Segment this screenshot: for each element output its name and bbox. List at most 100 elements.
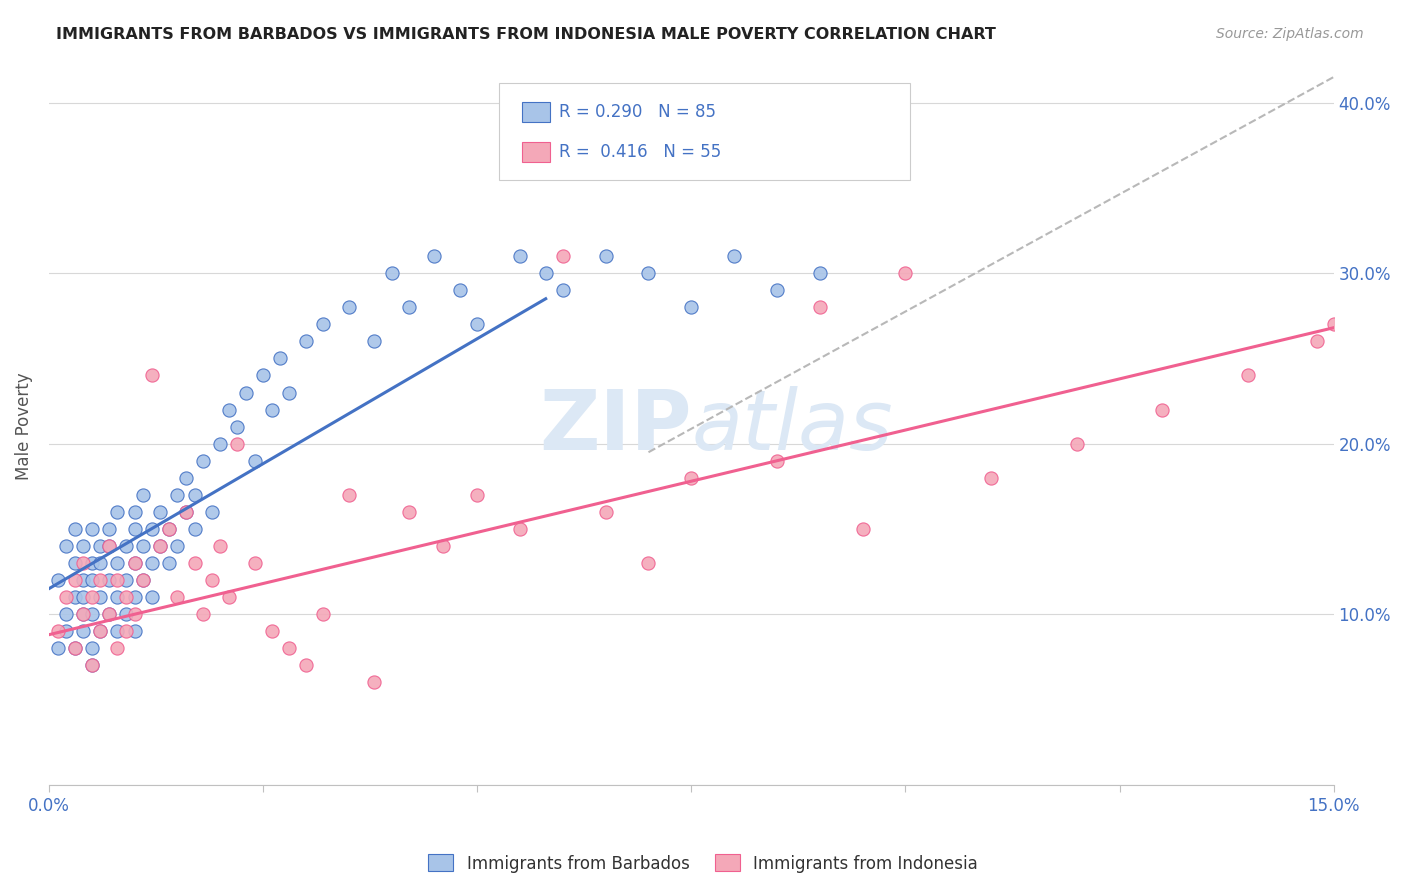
- Point: [132, 488, 155, 502]
- Point: [149, 505, 172, 519]
- Point: [852, 522, 875, 536]
- Point: [124, 522, 146, 536]
- Point: [97, 607, 120, 622]
- Point: [269, 351, 291, 366]
- Point: [681, 471, 703, 485]
- Point: [124, 624, 146, 639]
- Point: [55, 539, 77, 553]
- Point: [132, 539, 155, 553]
- Point: [595, 249, 617, 263]
- Point: [157, 556, 180, 570]
- Point: [980, 471, 1002, 485]
- Point: [183, 488, 205, 502]
- Point: [141, 590, 163, 604]
- Point: [183, 522, 205, 536]
- Point: [509, 522, 531, 536]
- Point: [201, 573, 224, 587]
- Point: [149, 539, 172, 553]
- Point: [80, 522, 103, 536]
- Point: [183, 556, 205, 570]
- Point: [97, 539, 120, 553]
- Point: [260, 624, 283, 639]
- FancyBboxPatch shape: [499, 83, 910, 179]
- Point: [363, 675, 385, 690]
- Point: [107, 556, 129, 570]
- Point: [89, 539, 111, 553]
- Point: [72, 556, 94, 570]
- Point: [166, 539, 188, 553]
- Point: [363, 334, 385, 349]
- Point: [72, 573, 94, 587]
- Point: [1066, 436, 1088, 450]
- Point: [72, 624, 94, 639]
- Point: [398, 300, 420, 314]
- Point: [89, 556, 111, 570]
- Point: [1323, 318, 1346, 332]
- Point: [55, 607, 77, 622]
- Point: [141, 522, 163, 536]
- Point: [551, 283, 574, 297]
- Point: [115, 539, 138, 553]
- Point: [72, 539, 94, 553]
- Point: [509, 249, 531, 263]
- Point: [89, 590, 111, 604]
- Point: [124, 505, 146, 519]
- Point: [277, 641, 299, 656]
- Point: [295, 658, 318, 673]
- Point: [312, 318, 335, 332]
- Point: [107, 573, 129, 587]
- Point: [55, 624, 77, 639]
- Point: [72, 607, 94, 622]
- Point: [46, 573, 69, 587]
- Point: [766, 283, 789, 297]
- Point: [337, 300, 360, 314]
- Point: [235, 385, 257, 400]
- Point: [149, 539, 172, 553]
- Point: [97, 539, 120, 553]
- Point: [63, 522, 86, 536]
- Point: [63, 641, 86, 656]
- Text: R = 0.290   N = 85: R = 0.290 N = 85: [560, 103, 716, 121]
- Point: [89, 624, 111, 639]
- Point: [80, 590, 103, 604]
- Point: [107, 624, 129, 639]
- Point: [1305, 334, 1327, 349]
- Point: [124, 556, 146, 570]
- Point: [166, 488, 188, 502]
- Point: [637, 556, 659, 570]
- Point: [209, 436, 232, 450]
- Point: [226, 419, 249, 434]
- Legend: Immigrants from Barbados, Immigrants from Indonesia: Immigrants from Barbados, Immigrants fro…: [422, 847, 984, 880]
- Point: [174, 505, 197, 519]
- Y-axis label: Male Poverty: Male Poverty: [15, 373, 32, 481]
- Point: [312, 607, 335, 622]
- Point: [201, 505, 224, 519]
- Point: [260, 402, 283, 417]
- Point: [337, 488, 360, 502]
- Point: [295, 334, 318, 349]
- Point: [80, 607, 103, 622]
- Point: [894, 266, 917, 280]
- Point: [72, 607, 94, 622]
- Point: [243, 556, 266, 570]
- Point: [191, 607, 214, 622]
- Point: [107, 641, 129, 656]
- Point: [681, 300, 703, 314]
- Point: [595, 505, 617, 519]
- Point: [174, 471, 197, 485]
- Point: [132, 573, 155, 587]
- Point: [423, 249, 446, 263]
- Point: [132, 573, 155, 587]
- Point: [63, 556, 86, 570]
- Point: [107, 505, 129, 519]
- Point: [277, 385, 299, 400]
- Point: [115, 607, 138, 622]
- Point: [46, 624, 69, 639]
- Point: [115, 573, 138, 587]
- Point: [80, 556, 103, 570]
- Point: [124, 607, 146, 622]
- Point: [191, 454, 214, 468]
- Point: [97, 607, 120, 622]
- Point: [46, 641, 69, 656]
- Point: [72, 590, 94, 604]
